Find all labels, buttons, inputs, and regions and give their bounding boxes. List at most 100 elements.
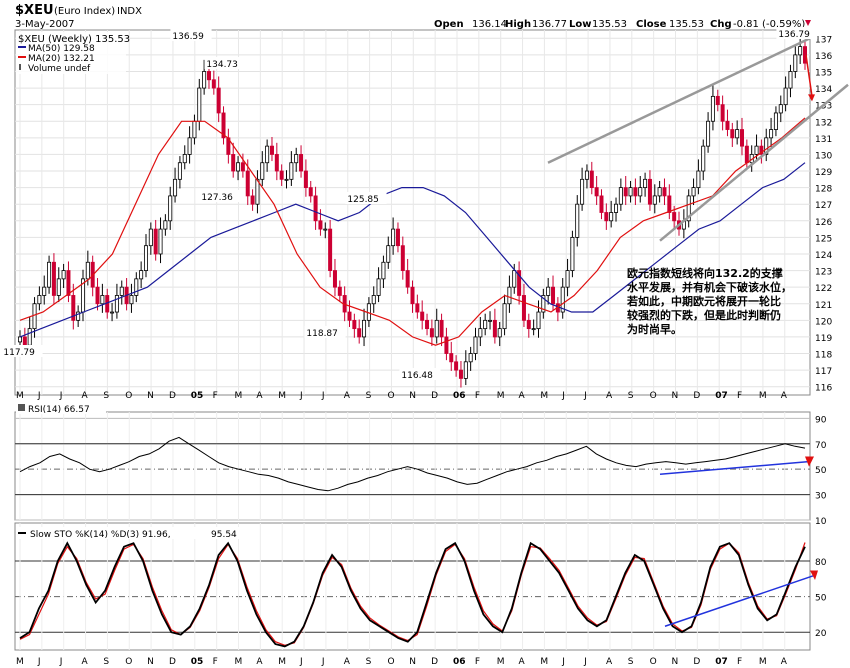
- candle-body: [454, 361, 459, 371]
- price-panel: [14, 29, 811, 396]
- candle-body: [769, 129, 774, 139]
- sto-x-tick: J: [37, 657, 41, 667]
- candle-body: [51, 261, 56, 296]
- candle-body: [686, 195, 691, 222]
- sto-x-tick: M: [278, 657, 286, 667]
- high-label: High: [505, 19, 531, 30]
- candle-body: [42, 286, 47, 296]
- sto-label-box: [16, 527, 251, 539]
- price-y-tick: 135: [815, 68, 832, 78]
- candle-body: [468, 353, 473, 363]
- price-y-tick: 136: [815, 52, 832, 62]
- candle-body: [76, 311, 81, 321]
- rsi-legend-icon: [18, 404, 25, 411]
- candle-body: [202, 71, 207, 89]
- candle-body: [245, 170, 250, 197]
- price-label-box: [199, 190, 241, 202]
- sto-x-tick: J: [561, 657, 565, 667]
- open-label: Open: [434, 19, 464, 30]
- sto-x-tick: O: [125, 657, 132, 667]
- candle-body: [701, 145, 706, 172]
- candle-body: [211, 79, 216, 89]
- candle-body: [667, 195, 672, 213]
- legend-volume: Volume undef: [28, 64, 91, 74]
- price-x-tick: F: [475, 391, 480, 401]
- candle-body: [473, 336, 478, 354]
- candle-body: [400, 245, 405, 271]
- price-label-box: [776, 27, 818, 39]
- candle-body: [517, 270, 522, 296]
- date-label: 3-May-2007: [15, 19, 75, 30]
- sto-x-tick: J: [299, 657, 303, 667]
- candle-body: [531, 328, 536, 331]
- price-x-tick: A: [82, 391, 89, 401]
- candle-body: [740, 129, 745, 147]
- candle-body: [672, 212, 677, 222]
- candle-body: [265, 145, 270, 164]
- sto-x-tick: S: [366, 657, 372, 667]
- candle-body: [778, 104, 783, 114]
- rsi-y-tick: 10: [815, 517, 827, 527]
- sto-x-tick: D: [431, 657, 438, 667]
- sto-x-tick: F: [737, 657, 742, 667]
- price-label: 118.87: [306, 329, 338, 339]
- price-x-tick: J: [561, 391, 565, 401]
- price-x-tick: A: [344, 391, 351, 401]
- sto-x-tick: D: [693, 657, 700, 667]
- candle-body: [696, 170, 701, 189]
- annotation-line: 水平发展，并有机会下破该水位，: [627, 280, 792, 294]
- sto-x-tick: O: [387, 657, 394, 667]
- candle-body: [458, 369, 463, 379]
- candle-body: [177, 162, 182, 180]
- candle-body: [638, 187, 643, 197]
- price-x-tick: D: [169, 391, 176, 401]
- candle-body: [584, 170, 589, 180]
- candle-body: [221, 112, 226, 139]
- rsi-line: [19, 436, 806, 492]
- candle-body: [27, 328, 32, 346]
- price-x-tick: N: [672, 391, 679, 401]
- candle-body: [173, 178, 178, 197]
- price-x-tick: M: [540, 391, 548, 401]
- sto-x-tick: S: [103, 657, 109, 667]
- price-label-box: [204, 57, 246, 69]
- candle-body: [236, 162, 241, 172]
- sto-x-tick: J: [583, 657, 587, 667]
- candle-body: [580, 178, 585, 205]
- candle-body: [299, 154, 304, 172]
- price-y-tick: 132: [815, 118, 832, 128]
- price-x-tick: S: [628, 391, 634, 401]
- sto-x-tick: M: [759, 657, 767, 667]
- price-y-tick: 116: [815, 384, 832, 394]
- down-arrow-icon: [805, 20, 811, 26]
- price-x-tick: A: [256, 391, 263, 401]
- candle-body: [429, 328, 434, 338]
- candle-body: [114, 295, 119, 313]
- exchange-label: INDX: [117, 6, 142, 17]
- red-arrow-icon: [808, 94, 815, 102]
- close-label: Close: [636, 19, 667, 30]
- sto-x-tick: A: [606, 657, 613, 667]
- candle-body: [759, 145, 764, 155]
- price-y-tick: 130: [815, 151, 832, 161]
- candle-body: [478, 328, 483, 338]
- candle-body: [231, 154, 236, 172]
- candle-body: [570, 236, 575, 271]
- candle-body: [604, 212, 609, 222]
- price-x-tick: D: [693, 391, 700, 401]
- candle-body: [512, 270, 517, 288]
- price-x-tick: O: [387, 391, 394, 401]
- sto-blue-trendline: [664, 574, 816, 627]
- sto-x-tick: 07: [715, 657, 728, 667]
- price-y-tick: 118: [815, 351, 832, 361]
- price-y-tick: 127: [815, 201, 832, 211]
- sto-y-tick: 50: [815, 594, 827, 604]
- upper-trendline: [547, 37, 811, 164]
- candle-body: [551, 286, 556, 305]
- candle-body: [362, 319, 367, 338]
- candle-body: [720, 104, 725, 122]
- rsi-y-tick: 30: [815, 492, 827, 502]
- candle-body: [744, 145, 749, 164]
- candle-body: [788, 71, 793, 89]
- price-y-tick: 125: [815, 234, 832, 244]
